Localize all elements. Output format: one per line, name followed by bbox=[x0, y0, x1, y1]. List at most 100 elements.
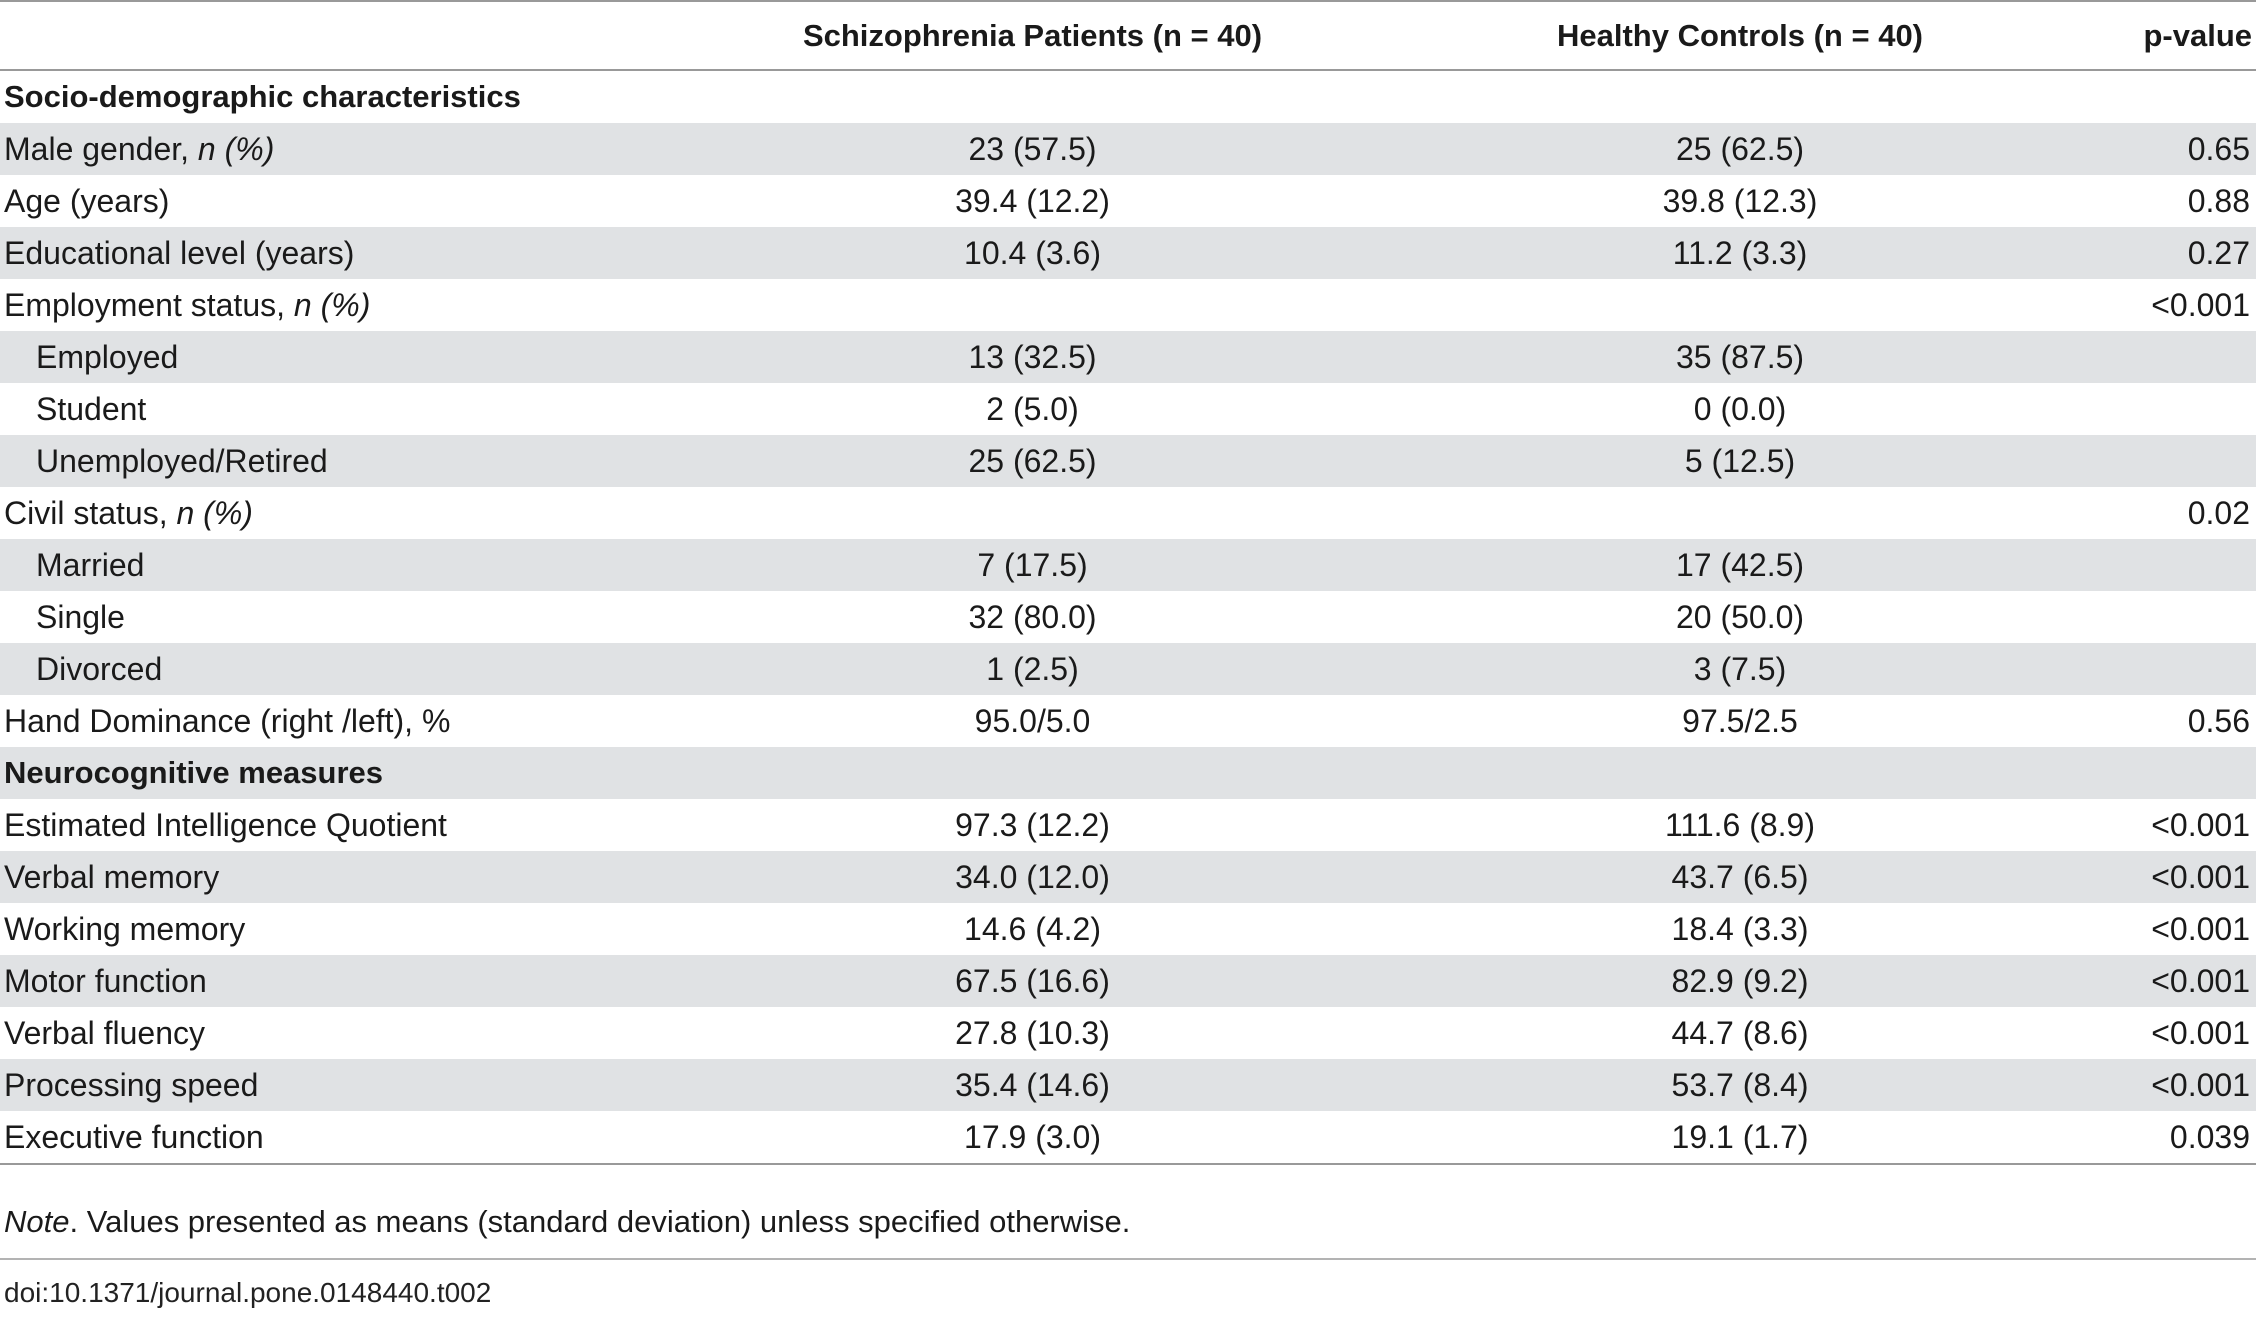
table-row: Processing speed 35.4 (14.6) 53.7 (8.4) <0.… bbox=[0, 1059, 2256, 1111]
cell-healthy-controls: 82.9 (9.2) bbox=[1415, 955, 2065, 1007]
table-row: Employed 13 (32.5) 35 (87.5) bbox=[0, 331, 2256, 383]
cell-p-value: <0.001 bbox=[2151, 286, 2250, 323]
cell-p-value: 0.56 bbox=[2187, 702, 2250, 739]
cell-healthy-controls: 43.7 (6.5) bbox=[1415, 851, 2065, 903]
table-row: Verbal fluency 27.8 (10.3) 44.7 (8.6) <0.00… bbox=[0, 1007, 2256, 1059]
cell-p-value: <0.001 bbox=[2065, 1059, 2256, 1111]
doi-label: doi:10.1371/journal.pone.0148440.t002 bbox=[4, 1277, 492, 1308]
cell-schizophrenia: 27.8 (10.3) bbox=[955, 1014, 1110, 1051]
cell-p-value bbox=[2065, 383, 2256, 435]
cell-healthy-controls: 11.2 (3.3) bbox=[1415, 227, 2065, 279]
row-label: Educational level (years) bbox=[0, 227, 650, 279]
cell-schizophrenia: 7 (17.5) bbox=[650, 539, 1415, 591]
row-label: Hand Dominance (right /left), % bbox=[0, 695, 650, 747]
table-row: Divorced 1 (2.5) 3 (7.5) bbox=[0, 643, 2256, 695]
cell-schizophrenia: 10.4 (3.6) bbox=[650, 227, 1415, 279]
data-table: Schizophrenia Patients (n = 40) Healthy … bbox=[0, 0, 2256, 1165]
table-row: Single 32 (80.0) 20 (50.0) bbox=[0, 591, 2256, 643]
row-label-text: Unemployed/Retired bbox=[36, 442, 328, 479]
cell-p-value bbox=[2065, 70, 2256, 123]
section-title: Socio-demographic characteristics bbox=[0, 70, 650, 123]
cell-healthy-controls: 0 (0.0) bbox=[1693, 390, 1787, 427]
row-label-text: Age (years) bbox=[4, 182, 170, 219]
row-label: Verbal fluency bbox=[0, 1007, 650, 1059]
row-label-text: Verbal memory bbox=[4, 858, 220, 895]
cell-healthy-controls: 19.1 (1.7) bbox=[1415, 1111, 2065, 1165]
row-label: Estimated Intelligence Quotient bbox=[0, 799, 650, 851]
header-healthy-controls: Healthy Controls (n = 40) bbox=[1415, 0, 2065, 71]
table-row: Male gender, n (%) 23 (57.5) 25 (62.5) 0.65 bbox=[0, 123, 2256, 175]
row-label-text: Verbal fluency bbox=[4, 1014, 206, 1051]
cell-healthy-controls: 25 (62.5) bbox=[1415, 123, 2065, 175]
row-label: Single bbox=[0, 591, 650, 643]
cell-schizophrenia: 32 (80.0) bbox=[968, 598, 1097, 635]
row-label: Unemployed/Retired bbox=[0, 435, 650, 487]
cell-schizophrenia bbox=[650, 747, 1415, 799]
cell-healthy-controls: 17 (42.5) bbox=[1415, 539, 2065, 591]
note-text: . Values presented as means (standard de… bbox=[69, 1204, 1131, 1239]
row-label: Age (years) bbox=[0, 175, 650, 227]
cell-schizophrenia bbox=[650, 487, 1415, 539]
row-label: Verbal memory bbox=[0, 851, 650, 903]
cell-p-value bbox=[2065, 539, 2256, 591]
cell-schizophrenia: 14.6 (4.2) bbox=[964, 910, 1101, 947]
cell-schizophrenia: 1 (2.5) bbox=[650, 643, 1415, 695]
cell-schizophrenia: 39.4 (12.2) bbox=[955, 182, 1110, 219]
cell-healthy-controls: 39.8 (12.3) bbox=[1662, 182, 1818, 219]
table-row: Hand Dominance (right /left), % 95.0/5.0 9… bbox=[0, 695, 2256, 747]
row-label-text: Married bbox=[36, 546, 145, 583]
row-label-text: Civil status, bbox=[4, 494, 177, 531]
row-label: Executive function bbox=[0, 1111, 650, 1165]
row-label-text: Working memory bbox=[4, 910, 246, 947]
cell-healthy-controls: 18.4 (3.3) bbox=[1671, 910, 1809, 947]
footer-divider bbox=[0, 1258, 2256, 1260]
row-label: Working memory bbox=[0, 903, 650, 955]
row-label: Employment status, n (%) bbox=[0, 279, 650, 331]
table-row: Unemployed/Retired 25 (62.5) 5 (12.5) bbox=[0, 435, 2256, 487]
row-label: Civil status, n (%) bbox=[0, 487, 650, 539]
row-label-unit: n (%) bbox=[293, 286, 371, 323]
cell-schizophrenia: 25 (62.5) bbox=[650, 435, 1415, 487]
table-body: Socio-demographic characteristics Male ge… bbox=[0, 70, 2256, 1165]
table-row: Estimated Intelligence Quotient 97.3 (12.… bbox=[0, 799, 2256, 851]
cell-schizophrenia: 23 (57.5) bbox=[650, 123, 1415, 175]
cell-p-value bbox=[2065, 591, 2256, 643]
header-label-cell bbox=[0, 0, 650, 71]
row-label-text: Divorced bbox=[36, 650, 163, 687]
cell-healthy-controls: 5 (12.5) bbox=[1415, 435, 2065, 487]
cell-schizophrenia: 67.5 (16.6) bbox=[650, 955, 1415, 1007]
row-label: Employed bbox=[0, 331, 650, 383]
row-label-text: Male gender, bbox=[4, 130, 198, 167]
row-label-text: Neurocognitive measures bbox=[4, 755, 384, 790]
cell-schizophrenia: 13 (32.5) bbox=[650, 331, 1415, 383]
cell-schizophrenia bbox=[650, 70, 1415, 123]
cell-p-value: 0.27 bbox=[2065, 227, 2256, 279]
row-label-unit: n (%) bbox=[176, 494, 253, 531]
cell-schizophrenia: 35.4 (14.6) bbox=[650, 1059, 1415, 1111]
row-label: Student bbox=[0, 383, 650, 435]
cell-p-value: 0.88 bbox=[2187, 182, 2250, 219]
cell-healthy-controls bbox=[1415, 487, 2065, 539]
cell-healthy-controls bbox=[1415, 70, 2065, 123]
table-row: Educational level (years) 10.4 (3.6) 11.2 … bbox=[0, 227, 2256, 279]
cell-healthy-controls: 53.7 (8.4) bbox=[1415, 1059, 2065, 1111]
cell-healthy-controls: 35 (87.5) bbox=[1415, 331, 2065, 383]
row-label-text: Hand Dominance (right /left), % bbox=[4, 702, 451, 739]
table-row: Age (years) 39.4 (12.2) 39.8 (12.3) 0.88 bbox=[0, 175, 2256, 227]
table-row: Student 2 (5.0) 0 (0.0) bbox=[0, 383, 2256, 435]
cell-p-value bbox=[2065, 747, 2256, 799]
table-row: Executive function 17.9 (3.0) 19.1 (1.7) 0.… bbox=[0, 1111, 2256, 1165]
row-label-text: Single bbox=[36, 598, 125, 635]
cell-p-value: <0.001 bbox=[2065, 955, 2256, 1007]
cell-schizophrenia bbox=[650, 279, 1415, 331]
row-label-text: Educational level (years) bbox=[4, 234, 355, 271]
row-label: Divorced bbox=[0, 643, 650, 695]
cell-healthy-controls bbox=[1415, 279, 2065, 331]
section-title: Neurocognitive measures bbox=[0, 747, 650, 799]
row-label-text: Estimated Intelligence Quotient bbox=[4, 806, 447, 843]
cell-p-value: 0.65 bbox=[2065, 123, 2256, 175]
cell-p-value: 0.039 bbox=[2065, 1111, 2256, 1165]
row-label: Married bbox=[0, 539, 650, 591]
header-p-value: p-value bbox=[2065, 0, 2256, 71]
